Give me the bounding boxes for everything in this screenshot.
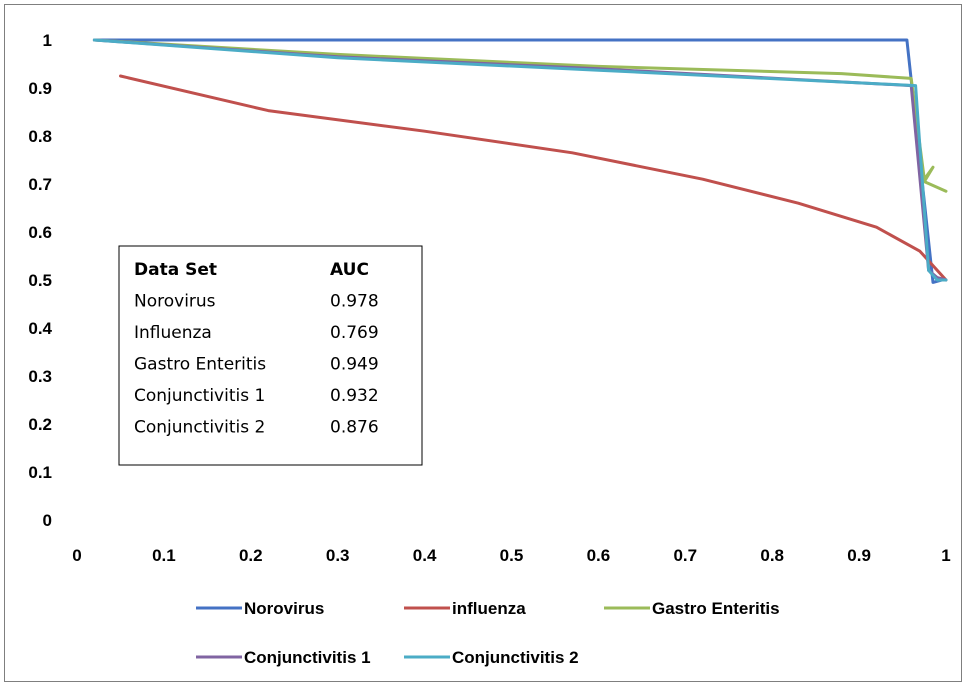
legend-label: Conjunctivitis 2 (452, 648, 579, 667)
y-tick-label: 0.8 (28, 127, 52, 146)
x-tick-label: 0.5 (500, 546, 524, 565)
y-tick-label: 0.3 (28, 367, 52, 386)
x-tick-label: 1 (941, 546, 950, 565)
x-tick-label: 0.9 (847, 546, 871, 565)
auc-table-value: 0.876 (330, 418, 379, 438)
x-tick-label: 0.3 (326, 546, 350, 565)
x-tick-label: 0 (72, 546, 81, 565)
y-tick-label: 0.1 (28, 463, 52, 482)
x-axis: 0 0.1 0.2 0.3 0.4 0.5 0.6 0.7 0.8 0.9 1 (72, 546, 950, 565)
auc-table-dataset: Norovirus (134, 292, 216, 312)
auc-table: Data Set AUC Norovirus 0.978 Influenza 0.769 G… (118, 245, 423, 466)
y-tick-label: 1 (43, 31, 52, 50)
auc-table-dataset: Conjunctivitis 1 (134, 386, 265, 406)
x-tick-label: 0.8 (760, 546, 784, 565)
auc-table-header: AUC (330, 260, 369, 280)
auc-table-header: Data Set (134, 260, 217, 280)
y-tick-label: 0.6 (28, 223, 52, 242)
y-tick-label: 0.7 (28, 175, 52, 194)
legend-label: Gastro Enteritis (652, 599, 780, 618)
y-tick-label: 0 (43, 511, 52, 530)
legend-label: Norovirus (244, 599, 324, 618)
y-tick-label: 0.2 (28, 415, 52, 434)
auc-table-value: 0.978 (330, 292, 379, 312)
legend-label: Conjunctivitis 1 (244, 648, 371, 667)
y-tick-label: 0.9 (28, 79, 52, 98)
auc-table-value: 0.949 (330, 355, 379, 375)
y-tick-label: 0.5 (28, 271, 52, 290)
legend-label: influenza (452, 599, 526, 618)
auc-table-dataset: Gastro Enteritis (134, 355, 266, 375)
auc-table-dataset: Conjunctivitis 2 (134, 418, 265, 438)
series-layer (92, 38, 948, 284)
auc-table-value: 0.769 (330, 323, 379, 343)
y-axis: 0 0.1 0.2 0.3 0.4 0.5 0.6 0.7 0.8 0.9 1 (28, 31, 52, 530)
y-tick-label: 0.4 (28, 319, 52, 338)
x-tick-label: 0.4 (413, 546, 437, 565)
x-tick-label: 0.7 (673, 546, 697, 565)
series-line-conjunctivitis-1 (92, 38, 948, 282)
x-tick-label: 0.6 (587, 546, 611, 565)
x-tick-label: 0.2 (239, 546, 263, 565)
series-line-influenza (119, 74, 948, 282)
auc-table-box (118, 245, 423, 466)
x-tick-label: 0.1 (152, 546, 176, 565)
auc-table-value: 0.932 (330, 386, 379, 406)
series-line-gastro-enteritis (92, 38, 948, 193)
series-line-conjunctivitis-2 (92, 38, 948, 282)
auc-table-dataset: Influenza (134, 323, 212, 343)
legend: Norovirus influenza Gastro Enteritis Conjun… (196, 599, 780, 667)
